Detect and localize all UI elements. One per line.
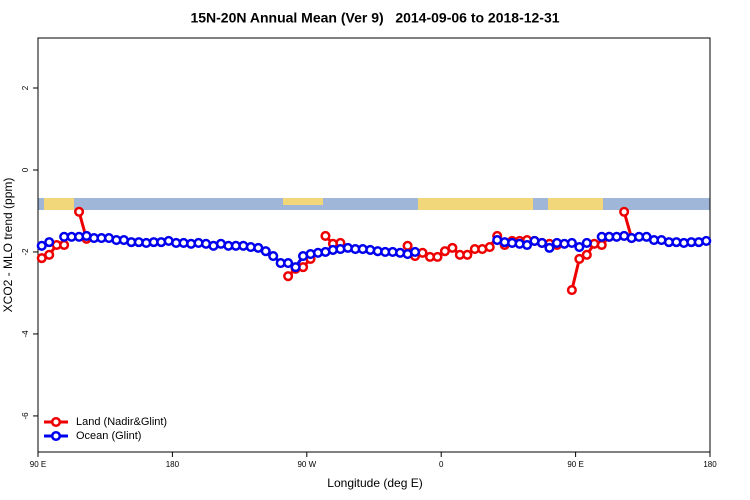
point bbox=[536, 237, 548, 249]
y-tick-label: -4 bbox=[21, 330, 30, 338]
point bbox=[432, 251, 443, 262]
chart-title: 15N-20N Annual Mean (Ver 9) 2014-09-06 t… bbox=[190, 10, 559, 26]
point bbox=[544, 242, 555, 253]
y-tick-label: 2 bbox=[21, 85, 30, 90]
x-tick-label: 90 E bbox=[30, 460, 46, 469]
y-axis-label: XCO2 - MLO trend (ppm) bbox=[1, 178, 15, 313]
point bbox=[484, 241, 495, 253]
map-strip bbox=[38, 198, 710, 210]
point bbox=[566, 237, 577, 249]
point bbox=[36, 240, 47, 251]
point bbox=[462, 249, 473, 260]
point bbox=[581, 237, 592, 249]
y-tick-label: -2 bbox=[21, 248, 30, 256]
x-tick-label: 90 E bbox=[567, 460, 583, 469]
x-tick-label: 0 bbox=[439, 460, 444, 469]
point bbox=[44, 249, 55, 260]
point bbox=[566, 285, 577, 296]
map-land bbox=[418, 198, 533, 210]
point bbox=[522, 239, 533, 251]
legend-label: Ocean (Glint) bbox=[76, 430, 141, 442]
point bbox=[410, 246, 421, 258]
map-land bbox=[283, 198, 323, 205]
y-tick-label: -6 bbox=[21, 412, 30, 420]
point bbox=[74, 206, 85, 217]
x-tick-label: 180 bbox=[703, 460, 717, 469]
legend-marker bbox=[50, 416, 62, 428]
point bbox=[402, 240, 413, 251]
point bbox=[290, 262, 301, 273]
map-land bbox=[548, 198, 603, 210]
map-land bbox=[44, 198, 74, 210]
x-axis-label: Longitude (deg E) bbox=[327, 476, 422, 490]
y-tick-label: 0 bbox=[21, 167, 30, 172]
map-ocean bbox=[38, 198, 710, 210]
point bbox=[619, 206, 630, 217]
legend-label: Land (Nadir&Glint) bbox=[76, 416, 167, 428]
legend-marker bbox=[50, 430, 62, 442]
point bbox=[447, 242, 458, 253]
point bbox=[44, 237, 55, 248]
point bbox=[260, 246, 271, 257]
x-tick-label: 90 W bbox=[297, 460, 316, 469]
point bbox=[283, 257, 294, 269]
point bbox=[701, 235, 712, 246]
point bbox=[320, 230, 331, 242]
x-tick-label: 180 bbox=[166, 460, 180, 469]
point bbox=[574, 253, 585, 264]
point bbox=[59, 239, 70, 251]
point bbox=[581, 249, 592, 260]
point bbox=[268, 251, 279, 262]
point bbox=[574, 241, 585, 253]
point bbox=[596, 239, 607, 251]
point bbox=[283, 271, 294, 282]
